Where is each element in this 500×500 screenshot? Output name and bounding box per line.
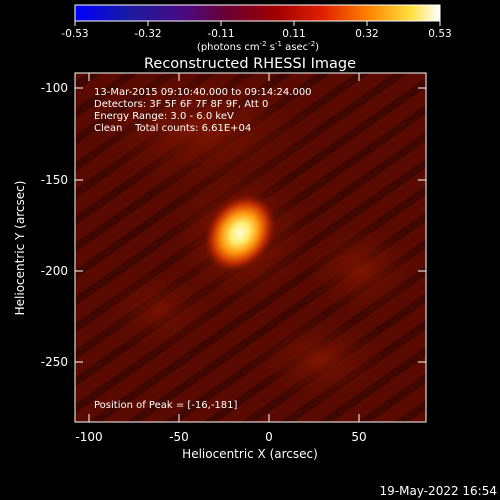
y-axis-label: Heliocentric Y (arcsec) xyxy=(13,181,27,316)
x-tick-label: 0 xyxy=(265,430,273,444)
y-tick-label: -100 xyxy=(41,81,68,95)
x-tick-label: -50 xyxy=(169,430,189,444)
method-counts-annotation: Clean Total counts: 6.61E+04 xyxy=(94,123,251,134)
flare-peak-source xyxy=(203,193,277,273)
plot-frame xyxy=(74,72,427,423)
detectors-annotation: Detectors: 3F 5F 6F 7F 8F 9F, Att 0 xyxy=(94,99,268,110)
energy-range-annotation: Energy Range: 3.0 - 6.0 keV xyxy=(94,111,234,122)
time-range-annotation: 13-Mar-2015 09:10:40.000 to 09:14:24.000 xyxy=(94,87,312,98)
colorbar-tick-label: 0.32 xyxy=(355,28,378,40)
colorbar-tick-label: -0.11 xyxy=(207,28,234,40)
y-axis-ticks xyxy=(75,87,426,363)
colorbar xyxy=(74,4,441,22)
peak-position-annotation: Position of Peak = [-16,-181] xyxy=(94,400,238,411)
y-tick-label: -150 xyxy=(41,173,68,187)
plot-title: Reconstructed RHESSI Image xyxy=(144,56,356,72)
timestamp: 19-May-2022 16:54 xyxy=(380,484,497,498)
y-tick-label: -250 xyxy=(41,355,68,369)
colorbar-tick-label: 0.53 xyxy=(428,28,451,40)
y-tick-label: -200 xyxy=(41,264,68,278)
x-tick-label: -100 xyxy=(75,430,102,444)
colorbar-tick-label: -0.32 xyxy=(134,28,161,40)
colorbar-unit-label: (photons cm-2 s-1 asec-2) xyxy=(197,40,319,53)
colorbar-tick-label: 0.11 xyxy=(282,28,305,40)
x-axis-ticks xyxy=(88,73,360,422)
colorbar-tick-label: -0.53 xyxy=(61,28,88,40)
colorbar-ticks xyxy=(74,21,441,26)
x-tick-label: 50 xyxy=(351,430,366,444)
x-axis-label: Heliocentric X (arcsec) xyxy=(182,447,318,461)
rhessi-image xyxy=(75,73,426,422)
